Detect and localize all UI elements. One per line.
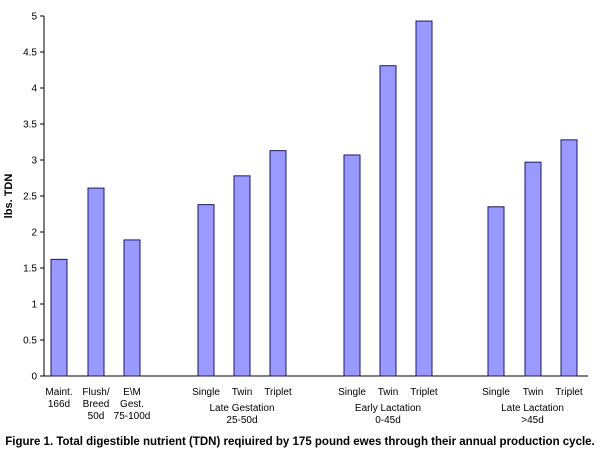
bar (379, 65, 397, 377)
bar (197, 204, 215, 377)
x-category-label: Maint. (45, 387, 72, 398)
bar (343, 154, 361, 377)
bar (269, 150, 287, 377)
x-category-label: Breed (83, 399, 110, 410)
x-category-label: Single (482, 387, 510, 398)
x-category-label: Triplet (555, 387, 583, 398)
y-tick-label: 2 (31, 228, 37, 239)
bar (560, 139, 578, 377)
x-category-label: Single (338, 387, 366, 398)
bar (123, 239, 141, 377)
y-tick-label: 5 (31, 12, 37, 23)
x-category-label: 50d (88, 411, 105, 422)
x-group-label: Late Gestation (209, 403, 274, 414)
x-category-label: 75-100d (114, 411, 151, 422)
x-category-label: Triplet (264, 387, 292, 398)
y-tick-label: 0.5 (23, 336, 37, 347)
y-tick-label: 4 (31, 84, 37, 95)
x-category-label: Twin (232, 387, 253, 398)
y-tick-label: 0 (31, 372, 37, 383)
tdn-bar-chart: 0 0.5 1 1.5 2 2.5 3 3.5 4 4.5 5 Maint.166d Flush/Br… (3, 12, 588, 426)
x-category-label: Single (192, 387, 220, 398)
y-axis-title: lbs. TDN (3, 174, 15, 219)
y-tick-label: 1 (31, 300, 37, 311)
x-group-label: 25-50d (226, 415, 257, 426)
x-category-label: Flush/ (82, 387, 109, 398)
x-category-label: Triplet (410, 387, 438, 398)
bar (415, 20, 433, 377)
x-category-label: Twin (378, 387, 399, 398)
x-group-label: >45d (521, 415, 544, 426)
x-category-label: Twin (523, 387, 544, 398)
bars (50, 20, 578, 377)
x-group-label: Early Lactation (355, 403, 421, 414)
figure-caption: Figure 1. Total digestible nutrient (TDN… (5, 436, 595, 448)
y-tick-label: 4.5 (23, 48, 37, 59)
x-group-label: 0-45d (375, 415, 401, 426)
bar (524, 161, 542, 377)
x-category-label: 166d (48, 399, 70, 410)
x-group-label: Late Lactation (501, 403, 564, 414)
y-tick-label: 3 (31, 156, 37, 167)
y-tick-label: 3.5 (23, 120, 37, 131)
y-tick-label: 1.5 (23, 264, 37, 275)
x-category-label: E\M (123, 387, 141, 398)
bar (50, 258, 68, 377)
bar (233, 175, 251, 377)
bar (87, 187, 105, 377)
bar (487, 206, 505, 377)
y-tick-label: 2.5 (23, 192, 37, 203)
x-category-label: Gest. (120, 399, 144, 410)
